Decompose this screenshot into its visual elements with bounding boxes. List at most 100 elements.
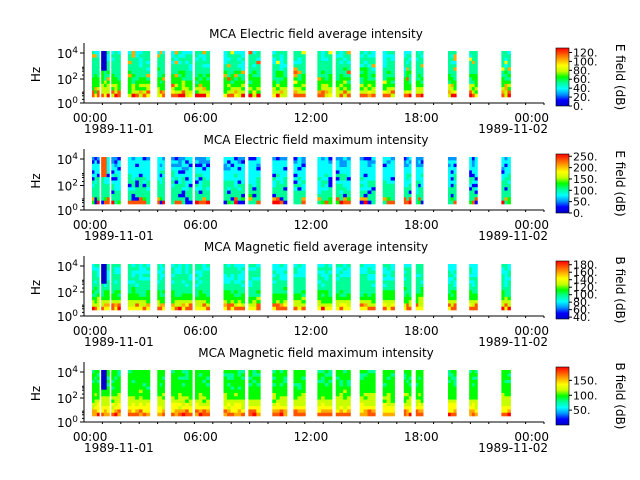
spectrogram-cell — [234, 170, 238, 175]
spectrogram-cell — [415, 389, 419, 394]
spectrogram-cell — [202, 197, 207, 201]
spectrogram-cell — [142, 80, 147, 85]
spectrogram-cell — [474, 64, 478, 68]
spectrogram-cell — [406, 389, 410, 394]
spectrogram-cell — [248, 373, 253, 377]
spectrogram-cell — [420, 293, 424, 298]
spectrogram-cell — [293, 277, 298, 281]
spectrogram-cell — [293, 70, 298, 75]
spectrogram-cell — [328, 267, 333, 271]
spectrogram-cell — [367, 402, 372, 407]
spectrogram-cell — [420, 287, 424, 291]
spectrogram-cell — [363, 64, 368, 68]
spectrogram-cell — [206, 167, 211, 171]
spectrogram-cell — [297, 287, 302, 291]
spectrogram-cell — [279, 277, 284, 281]
spectrogram-cell — [237, 399, 242, 404]
spectrogram-cell — [162, 57, 165, 62]
spectrogram-cell — [174, 87, 179, 91]
spectrogram-cell — [359, 177, 364, 181]
data-segment — [248, 370, 261, 417]
spectrogram-cell — [185, 70, 190, 75]
colorbar-tick-label: 100. — [573, 55, 598, 68]
spectrogram-cell — [138, 270, 143, 275]
data-segment — [415, 370, 424, 417]
spectrogram-cell — [202, 290, 207, 294]
spectrogram-cell — [450, 163, 454, 168]
spectrogram-cell — [106, 300, 110, 304]
spectrogram-cell — [171, 383, 175, 387]
spectrogram-cell — [275, 57, 280, 62]
spectrogram-cell — [382, 306, 387, 311]
spectrogram-cell — [408, 296, 412, 301]
spectrogram-cell — [453, 396, 457, 400]
spectrogram-cell — [501, 300, 505, 304]
spectrogram-cell — [371, 379, 376, 384]
spectrogram-cell — [178, 163, 182, 168]
spectrogram-cell — [135, 90, 140, 95]
spectrogram-cell — [135, 373, 140, 377]
spectrogram-cell — [403, 193, 407, 198]
spectrogram-cell — [501, 160, 505, 165]
spectrogram-cell — [317, 386, 322, 391]
spectrogram-cell — [117, 287, 121, 291]
spectrogram-cell — [382, 270, 387, 275]
spectrogram-cell — [317, 74, 322, 78]
spectrogram-cell — [382, 383, 387, 387]
spectrogram-cell — [293, 190, 298, 195]
spectrogram-cell — [223, 180, 228, 185]
spectrogram-cell — [237, 193, 242, 198]
spectrogram-cell — [195, 77, 199, 81]
spectrogram-cell — [297, 386, 302, 391]
spectrogram-cell — [234, 160, 238, 165]
spectrogram-cell — [237, 267, 242, 271]
spectrogram-cell — [142, 376, 147, 381]
spectrogram-cell — [230, 376, 235, 381]
spectrogram-cell — [198, 67, 203, 72]
spectrogram-cell — [223, 80, 228, 85]
spectrogram-cell — [415, 393, 419, 397]
spectrogram-cell — [317, 383, 322, 387]
spectrogram-cell — [114, 296, 118, 301]
spectrogram-cell — [324, 383, 329, 387]
spectrogram-cell — [111, 287, 115, 291]
spectrogram-cell — [157, 74, 161, 78]
spectrogram-cell — [324, 406, 329, 410]
spectrogram-cell — [279, 180, 284, 185]
spectrogram-cell — [181, 173, 186, 178]
spectrogram-cell — [279, 376, 284, 381]
spectrogram-cell — [324, 93, 329, 98]
spectrogram-cell — [111, 187, 115, 191]
spectrogram-cell — [117, 163, 121, 168]
spectrogram-cell — [106, 287, 110, 291]
spectrogram-cell — [195, 170, 199, 175]
spectrogram-cell — [178, 70, 182, 75]
spectrogram-cell — [234, 67, 238, 72]
spectrogram-cell — [272, 409, 277, 414]
spectrogram-cell — [301, 393, 306, 397]
spectrogram-cell — [138, 267, 143, 271]
spectrogram-cell — [415, 306, 419, 311]
spectrogram-cell — [363, 376, 368, 381]
spectrogram-cell — [131, 64, 136, 68]
spectrogram-cell — [237, 412, 242, 417]
spectrogram-cell — [346, 399, 351, 404]
spectrogram-cell — [450, 83, 454, 88]
spectrogram-cell — [96, 296, 100, 301]
spectrogram-cell — [335, 83, 340, 88]
spectrogram-cell — [94, 83, 98, 88]
spectrogram-cell — [471, 373, 475, 377]
spectrogram-cell — [301, 93, 306, 98]
spectrogram-cell — [390, 280, 395, 285]
spectrogram-cell — [453, 80, 457, 85]
spectrogram-cell — [346, 402, 351, 407]
spectrogram-cell — [359, 303, 364, 308]
spectrogram-cell — [195, 389, 199, 394]
spectrogram-cell — [237, 160, 242, 165]
spectrogram-cell — [420, 412, 424, 417]
spectrogram-cell — [324, 402, 329, 407]
spectrogram-cell — [359, 270, 364, 275]
spectrogram-cell — [328, 293, 333, 298]
spectrogram-cell — [403, 376, 407, 381]
spectrogram-cell — [230, 273, 235, 278]
